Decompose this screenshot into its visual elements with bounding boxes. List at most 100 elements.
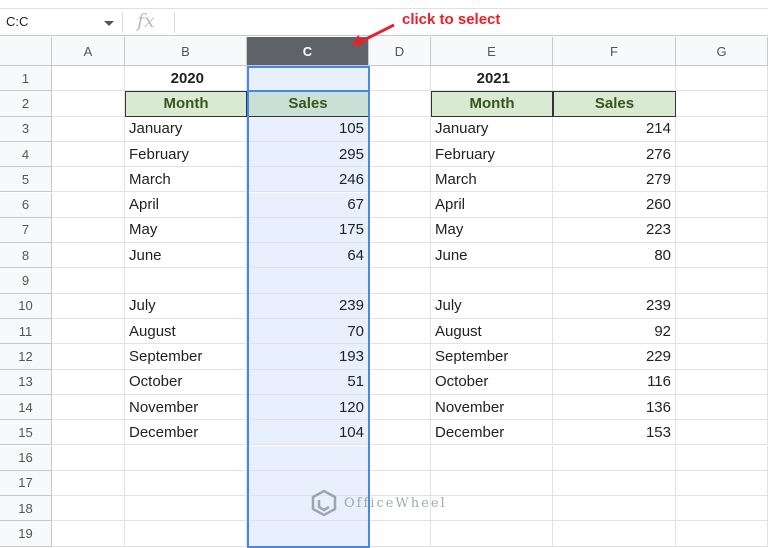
row-header-19[interactable]: 19: [0, 521, 52, 547]
cell[interactable]: [369, 521, 431, 547]
cell[interactable]: [676, 141, 768, 168]
column-header-f[interactable]: F: [553, 37, 676, 66]
row-header-3[interactable]: 3: [0, 116, 52, 142]
cell[interactable]: [52, 470, 125, 497]
cell[interactable]: [676, 167, 768, 193]
cell[interactable]: [676, 420, 768, 446]
cell[interactable]: [676, 66, 768, 92]
cell[interactable]: 246: [247, 167, 369, 193]
name-box-dropdown-icon[interactable]: [104, 21, 114, 26]
table-header[interactable]: Sales: [553, 91, 676, 117]
cell[interactable]: [52, 369, 125, 395]
cell[interactable]: [369, 192, 431, 218]
cell[interactable]: [247, 268, 369, 294]
cell[interactable]: [52, 217, 125, 244]
cell[interactable]: [125, 496, 247, 522]
row-header-17[interactable]: 17: [0, 470, 52, 497]
cell[interactable]: [125, 268, 247, 294]
cell[interactable]: [247, 521, 369, 547]
cell[interactable]: December: [125, 420, 247, 446]
cell[interactable]: [676, 217, 768, 244]
cell[interactable]: [553, 445, 676, 471]
cell[interactable]: 279: [553, 167, 676, 193]
row-header-2[interactable]: 2: [0, 91, 52, 117]
cell[interactable]: 70: [247, 319, 369, 345]
cell[interactable]: 295: [247, 141, 369, 168]
cell[interactable]: March: [125, 167, 247, 193]
cell[interactable]: [676, 293, 768, 319]
cell[interactable]: [676, 243, 768, 269]
cell[interactable]: [676, 319, 768, 345]
cell[interactable]: [553, 521, 676, 547]
column-header-b[interactable]: B: [125, 37, 247, 66]
cell[interactable]: [247, 496, 369, 522]
cell[interactable]: 51: [247, 369, 369, 395]
cell[interactable]: [125, 470, 247, 497]
cell[interactable]: February: [431, 141, 553, 168]
cell[interactable]: [553, 470, 676, 497]
cell[interactable]: [52, 141, 125, 168]
cell[interactable]: 239: [553, 293, 676, 319]
cell[interactable]: [52, 268, 125, 294]
table-header[interactable]: Month: [431, 91, 553, 117]
cell[interactable]: [676, 369, 768, 395]
cell[interactable]: [369, 217, 431, 244]
cell[interactable]: [676, 268, 768, 294]
cell[interactable]: 67: [247, 192, 369, 218]
column-header-a[interactable]: A: [52, 37, 125, 66]
cell[interactable]: [676, 91, 768, 117]
cell[interactable]: [676, 470, 768, 497]
column-header-d[interactable]: D: [369, 37, 431, 66]
cell[interactable]: [247, 66, 369, 92]
cell[interactable]: 116: [553, 369, 676, 395]
cell[interactable]: October: [431, 369, 553, 395]
column-header-e[interactable]: E: [431, 37, 553, 66]
row-header-10[interactable]: 10: [0, 293, 52, 319]
cell[interactable]: [369, 470, 431, 497]
row-header-4[interactable]: 4: [0, 141, 52, 168]
select-all-corner[interactable]: [0, 37, 52, 66]
cell[interactable]: 104: [247, 420, 369, 446]
cell[interactable]: 214: [553, 116, 676, 142]
cell[interactable]: [369, 116, 431, 142]
row-header-7[interactable]: 7: [0, 217, 52, 244]
cell[interactable]: [369, 344, 431, 370]
cell[interactable]: [369, 420, 431, 446]
row-header-15[interactable]: 15: [0, 420, 52, 446]
cell[interactable]: August: [125, 319, 247, 345]
cell[interactable]: March: [431, 167, 553, 193]
cell[interactable]: [369, 66, 431, 92]
cell[interactable]: [52, 394, 125, 421]
cell[interactable]: [52, 344, 125, 370]
cell[interactable]: 276: [553, 141, 676, 168]
cell[interactable]: [676, 394, 768, 421]
year-label[interactable]: 2020: [125, 66, 247, 92]
cell[interactable]: June: [125, 243, 247, 269]
cell[interactable]: 239: [247, 293, 369, 319]
cell[interactable]: 175: [247, 217, 369, 244]
cell[interactable]: [553, 268, 676, 294]
cell[interactable]: [52, 192, 125, 218]
cell[interactable]: 80: [553, 243, 676, 269]
row-header-5[interactable]: 5: [0, 167, 52, 193]
cell[interactable]: [369, 394, 431, 421]
cell[interactable]: [676, 344, 768, 370]
cell[interactable]: November: [431, 394, 553, 421]
cell[interactable]: April: [431, 192, 553, 218]
cell[interactable]: [52, 66, 125, 92]
cell[interactable]: [369, 141, 431, 168]
cell[interactable]: August: [431, 319, 553, 345]
cell[interactable]: [125, 521, 247, 547]
cell[interactable]: May: [431, 217, 553, 244]
cell[interactable]: [369, 268, 431, 294]
cell[interactable]: December: [431, 420, 553, 446]
cell[interactable]: [676, 192, 768, 218]
cell[interactable]: June: [431, 243, 553, 269]
cell[interactable]: 193: [247, 344, 369, 370]
column-header-g[interactable]: G: [676, 37, 768, 66]
cell[interactable]: July: [125, 293, 247, 319]
cell[interactable]: February: [125, 141, 247, 168]
row-header-12[interactable]: 12: [0, 344, 52, 370]
cell[interactable]: [52, 293, 125, 319]
cell[interactable]: [247, 470, 369, 497]
